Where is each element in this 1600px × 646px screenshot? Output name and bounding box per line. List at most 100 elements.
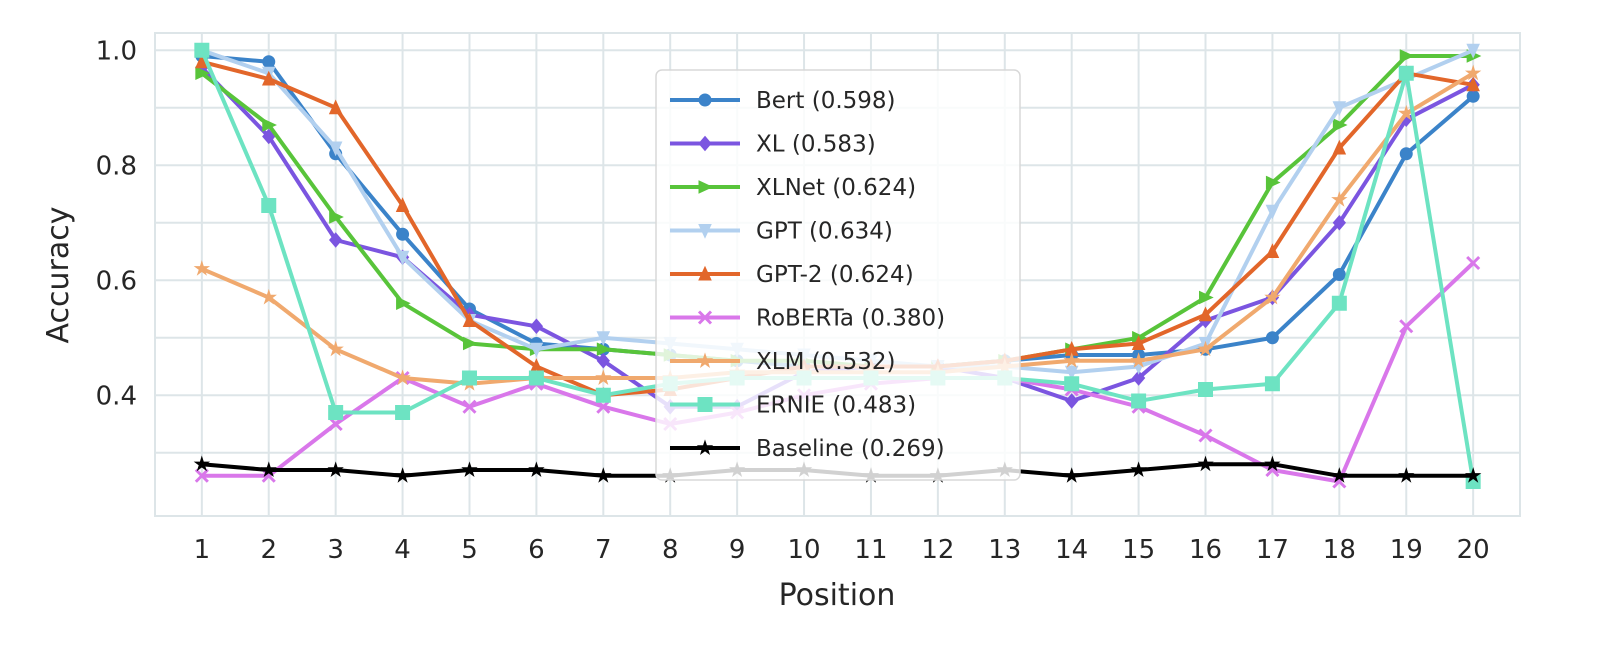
x-tick-label: 15 bbox=[1122, 535, 1155, 565]
data-point bbox=[1265, 204, 1280, 220]
x-tick-label: 19 bbox=[1390, 535, 1423, 565]
data-point bbox=[1464, 64, 1482, 81]
data-point bbox=[461, 370, 477, 386]
data-point bbox=[395, 250, 410, 266]
data-point bbox=[462, 336, 478, 351]
legend-item: Baseline (0.269) bbox=[670, 436, 945, 462]
data-point bbox=[1197, 455, 1214, 472]
data-point bbox=[395, 405, 411, 420]
data-point bbox=[327, 461, 344, 478]
y-tick-label: 0.6 bbox=[96, 266, 137, 296]
legend-item: GPT-2 (0.624) bbox=[670, 262, 914, 288]
data-point bbox=[1332, 118, 1348, 132]
data-point bbox=[1332, 268, 1346, 281]
x-tick-label: 9 bbox=[729, 535, 746, 565]
data-point bbox=[194, 468, 209, 483]
data-point bbox=[1198, 382, 1214, 397]
data-point bbox=[1199, 290, 1214, 305]
data-point bbox=[1332, 214, 1346, 231]
data-point bbox=[1264, 455, 1281, 472]
x-tick-label: 3 bbox=[327, 535, 344, 565]
data-point bbox=[1466, 43, 1480, 59]
data-point bbox=[328, 405, 344, 420]
data-point bbox=[1065, 393, 1079, 409]
data-point bbox=[1063, 467, 1080, 483]
data-point bbox=[329, 232, 343, 248]
legend-label: Bert (0.598) bbox=[756, 88, 896, 114]
legend-item: ERNIE (0.483) bbox=[670, 393, 916, 419]
data-point bbox=[194, 42, 210, 58]
data-point bbox=[1399, 49, 1415, 63]
x-tick-label: 13 bbox=[988, 535, 1021, 565]
legend-item: XLM (0.532) bbox=[670, 349, 896, 375]
data-point bbox=[596, 342, 612, 357]
data-point bbox=[461, 461, 478, 477]
data-point bbox=[1399, 319, 1414, 334]
legend-label: GPT (0.634) bbox=[756, 219, 893, 245]
legend-marker bbox=[697, 397, 713, 412]
x-tick-label: 16 bbox=[1189, 535, 1222, 565]
data-point bbox=[1131, 370, 1146, 386]
data-point bbox=[1264, 376, 1280, 392]
legend-item: Bert (0.598) bbox=[670, 88, 896, 114]
legend-marker bbox=[698, 135, 712, 152]
legend-marker bbox=[696, 352, 714, 368]
data-point bbox=[1064, 365, 1079, 381]
legend-item: RoBERTa (0.380) bbox=[670, 306, 945, 332]
legend-marker bbox=[698, 93, 712, 107]
data-point bbox=[1197, 340, 1214, 357]
legend-marker bbox=[696, 439, 714, 455]
x-tick-label: 17 bbox=[1256, 535, 1289, 565]
data-point bbox=[1265, 331, 1279, 345]
y-tick-label: 1.0 bbox=[96, 36, 137, 66]
data-point bbox=[195, 66, 211, 81]
tick-labels: 1 2 3 4 5 6 7 8 9 10 11 12 13 14 15 16 17 18 19 200.40.60.8… bbox=[96, 36, 1490, 565]
data-point bbox=[260, 288, 277, 305]
legend-label: XLM (0.532) bbox=[756, 349, 896, 375]
y-axis-label: Accuracy bbox=[41, 207, 76, 344]
data-point bbox=[329, 210, 344, 224]
data-point bbox=[1265, 243, 1280, 258]
x-tick-label: 1 bbox=[194, 535, 211, 565]
data-point bbox=[1131, 335, 1146, 350]
data-point bbox=[396, 227, 410, 241]
x-tick-label: 5 bbox=[461, 535, 478, 565]
data-point bbox=[595, 369, 612, 385]
data-point bbox=[1265, 175, 1281, 190]
x-tick-label: 14 bbox=[1055, 535, 1088, 565]
data-point bbox=[262, 118, 277, 132]
data-point bbox=[1264, 288, 1281, 305]
x-axis-label: Position bbox=[779, 578, 896, 613]
data-point bbox=[596, 331, 611, 346]
data-point bbox=[1331, 467, 1348, 483]
data-point bbox=[193, 455, 211, 472]
data-point bbox=[193, 260, 211, 276]
data-point bbox=[1398, 65, 1414, 81]
data-point bbox=[529, 342, 544, 358]
x-tick-label: 4 bbox=[394, 535, 411, 565]
data-point bbox=[328, 141, 343, 157]
data-point bbox=[396, 296, 411, 311]
data-point bbox=[1466, 76, 1480, 92]
legend-item: XLNet (0.624) bbox=[670, 175, 916, 201]
data-point bbox=[462, 399, 477, 414]
data-point bbox=[596, 352, 610, 369]
x-tick-label: 8 bbox=[662, 535, 679, 565]
data-point bbox=[328, 99, 343, 115]
x-tick-label: 7 bbox=[595, 535, 612, 565]
legend-label: Baseline (0.269) bbox=[756, 436, 945, 462]
data-point bbox=[1198, 428, 1213, 443]
data-point bbox=[1063, 352, 1080, 368]
data-point bbox=[1064, 376, 1080, 392]
data-point bbox=[1332, 101, 1347, 116]
data-point bbox=[1131, 393, 1147, 409]
data-point bbox=[1398, 467, 1415, 483]
data-point bbox=[394, 467, 411, 483]
data-point bbox=[1198, 306, 1213, 322]
x-tick-label: 20 bbox=[1457, 535, 1490, 565]
data-point bbox=[261, 70, 276, 86]
data-point bbox=[1331, 295, 1347, 311]
data-point bbox=[1331, 191, 1348, 207]
data-point bbox=[1332, 139, 1347, 155]
